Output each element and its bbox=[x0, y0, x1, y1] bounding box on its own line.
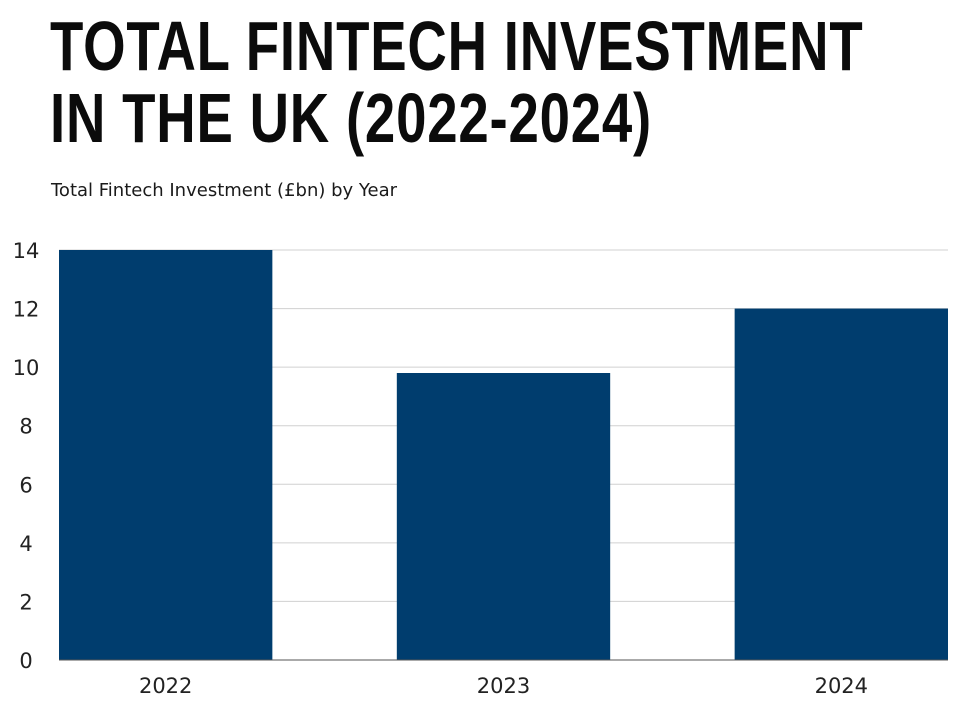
chart-subtitle: Total Fintech Investment (£bn) by Year bbox=[51, 180, 398, 201]
x-tick-label: 2024 bbox=[815, 674, 868, 698]
bar-2024 bbox=[734, 308, 948, 660]
bar-2022 bbox=[59, 250, 273, 660]
x-tick-label: 2023 bbox=[477, 674, 530, 698]
title-line-1: TOTAL FINTECH INVESTMENT bbox=[50, 7, 864, 85]
y-tick-label: 8 bbox=[19, 415, 32, 439]
y-tick-label: 10 bbox=[13, 356, 40, 380]
y-tick-label: 12 bbox=[13, 298, 40, 322]
page-title: TOTAL FINTECH INVESTMENT IN THE UK (2022… bbox=[50, 10, 863, 154]
x-tick-label: 2022 bbox=[139, 674, 192, 698]
title-line-2: IN THE UK (2022-2024) bbox=[50, 79, 653, 157]
y-tick-label: 4 bbox=[19, 532, 32, 556]
y-tick-label: 6 bbox=[19, 473, 32, 497]
y-tick-label: 0 bbox=[19, 649, 32, 673]
bar-2023 bbox=[396, 373, 611, 660]
y-tick-label: 14 bbox=[13, 239, 40, 263]
y-tick-label: 2 bbox=[19, 590, 32, 614]
